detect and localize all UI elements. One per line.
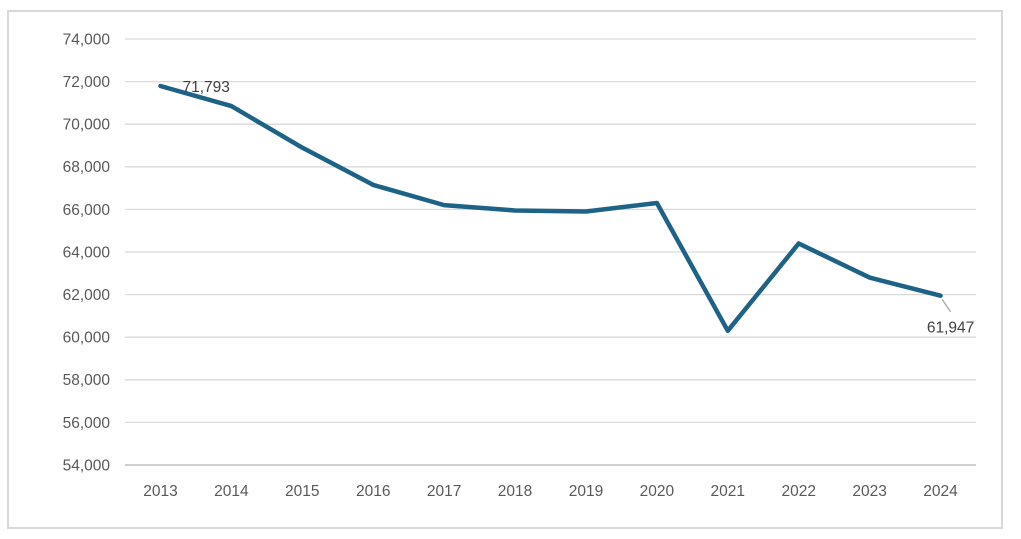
data-line-series bbox=[158, 83, 943, 334]
x-axis-tick-label: 2022 bbox=[781, 483, 815, 500]
chart-border bbox=[7, 10, 1003, 529]
y-axis-tick-label: 72,000 bbox=[63, 74, 111, 91]
y-axis-tick-label: 74,000 bbox=[63, 31, 111, 48]
y-axis-tick-label: 70,000 bbox=[63, 117, 111, 134]
y-axis-tick-label: 60,000 bbox=[63, 330, 111, 347]
x-axis-tick-label: 2019 bbox=[569, 483, 603, 500]
x-axis-tick-label: 2020 bbox=[640, 483, 675, 500]
x-axis-tick-label: 2018 bbox=[498, 483, 532, 500]
data-label-first-point: 71,793 bbox=[182, 79, 229, 96]
x-axis-tick-label: 2015 bbox=[285, 483, 319, 500]
y-axis-tick-label: 66,000 bbox=[63, 202, 111, 219]
y-axis-tick-label: 58,000 bbox=[63, 372, 111, 389]
x-axis-tick-label: 2023 bbox=[852, 483, 886, 500]
x-axis-tick-label: 2016 bbox=[356, 483, 390, 500]
x-axis-tick-label: 2013 bbox=[143, 483, 177, 500]
y-axis-tick-label: 68,000 bbox=[63, 159, 111, 176]
data-label-last-point: 61,947 bbox=[927, 320, 974, 337]
y-axis-tick-label: 54,000 bbox=[63, 457, 111, 474]
y-axis-tick-label: 64,000 bbox=[63, 244, 111, 261]
y-axis-tick-label: 62,000 bbox=[63, 287, 111, 304]
x-axis-tick-label: 2024 bbox=[923, 483, 958, 500]
y-axis-tick-label: 56,000 bbox=[63, 415, 111, 432]
x-axis-tick-label: 2014 bbox=[214, 483, 249, 500]
x-axis-tick-label: 2021 bbox=[711, 483, 745, 500]
x-axis-tick-label: 2017 bbox=[427, 483, 461, 500]
leader-line bbox=[941, 298, 952, 313]
